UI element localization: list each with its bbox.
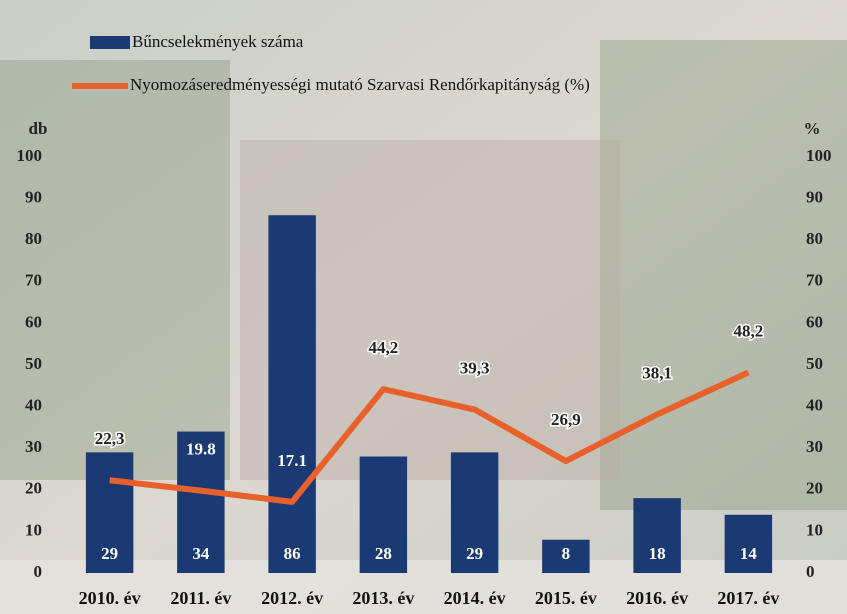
bar-value-label: 34 bbox=[192, 544, 210, 563]
legend-label: Bűncselekmények száma bbox=[132, 32, 304, 51]
y-tick-label: 100 bbox=[17, 146, 43, 165]
bar bbox=[268, 215, 315, 573]
x-tick-label: 2016. év bbox=[626, 588, 688, 608]
y-axis-label: db bbox=[29, 119, 48, 138]
y-tick-label: 80 bbox=[25, 229, 42, 248]
y-tick-label: 10 bbox=[25, 520, 42, 539]
y2-tick-label: 20 bbox=[806, 479, 823, 498]
chart: 0 10 20 30 40 50 60 70 80 90 100 0 10 20 30 40 50 60 70 80 9… bbox=[0, 0, 847, 614]
bar-value-label: 29 bbox=[101, 544, 118, 563]
line-value-label: 44,2 bbox=[369, 338, 399, 357]
line-value-label: 17.1 bbox=[277, 451, 307, 470]
y2-tick-label: 80 bbox=[806, 229, 823, 248]
line-value-label: 38,1 bbox=[642, 363, 672, 382]
x-tick-label: 2012. év bbox=[261, 588, 323, 608]
y-tick-label: 40 bbox=[25, 396, 42, 415]
x-tick-label: 2013. év bbox=[352, 588, 414, 608]
legend-swatch bbox=[90, 36, 130, 49]
y2-tick-label: 10 bbox=[806, 520, 823, 539]
line-value-label: 39,3 bbox=[460, 358, 490, 377]
y-tick-label: 20 bbox=[25, 479, 42, 498]
y2-tick-label: 90 bbox=[806, 188, 823, 207]
y2-tick-label: 40 bbox=[806, 396, 823, 415]
x-tick-label: 2010. év bbox=[79, 588, 141, 608]
bar-value-label: 18 bbox=[649, 544, 666, 563]
bar-value-label: 29 bbox=[466, 544, 483, 563]
line-value-label: 19.8 bbox=[186, 440, 216, 459]
y2-tick-label: 60 bbox=[806, 312, 823, 331]
y-tick-label: 90 bbox=[25, 188, 42, 207]
line-value-label: 22,3 bbox=[95, 429, 125, 448]
y2-tick-label: 70 bbox=[806, 271, 823, 290]
bar-value-label: 14 bbox=[740, 544, 758, 563]
line-value-label: 48,2 bbox=[734, 321, 764, 340]
y2-tick-label: 50 bbox=[806, 354, 823, 373]
y-tick-label: 70 bbox=[25, 271, 42, 290]
y-tick-label: 50 bbox=[25, 354, 42, 373]
x-tick-label: 2011. év bbox=[170, 588, 231, 608]
y-tick-label: 30 bbox=[25, 437, 42, 456]
line-value-label: 26,9 bbox=[551, 410, 581, 429]
y2-tick-label: 0 bbox=[806, 562, 815, 581]
y-tick-label: 60 bbox=[25, 312, 42, 331]
y2-tick-label: 30 bbox=[806, 437, 823, 456]
y2-axis-label: % bbox=[804, 119, 821, 138]
x-tick-label: 2015. év bbox=[535, 588, 597, 608]
x-tick-label: 2017. év bbox=[717, 588, 779, 608]
legend-label: Nyomozáseredményességi mutató Szarvasi R… bbox=[130, 75, 590, 94]
bar-value-label: 8 bbox=[562, 544, 571, 563]
x-tick-label: 2014. év bbox=[444, 588, 506, 608]
y2-tick-label: 100 bbox=[806, 146, 832, 165]
y-tick-label: 0 bbox=[34, 562, 43, 581]
bar-value-label: 28 bbox=[375, 544, 392, 563]
bar-value-label: 86 bbox=[284, 544, 301, 563]
